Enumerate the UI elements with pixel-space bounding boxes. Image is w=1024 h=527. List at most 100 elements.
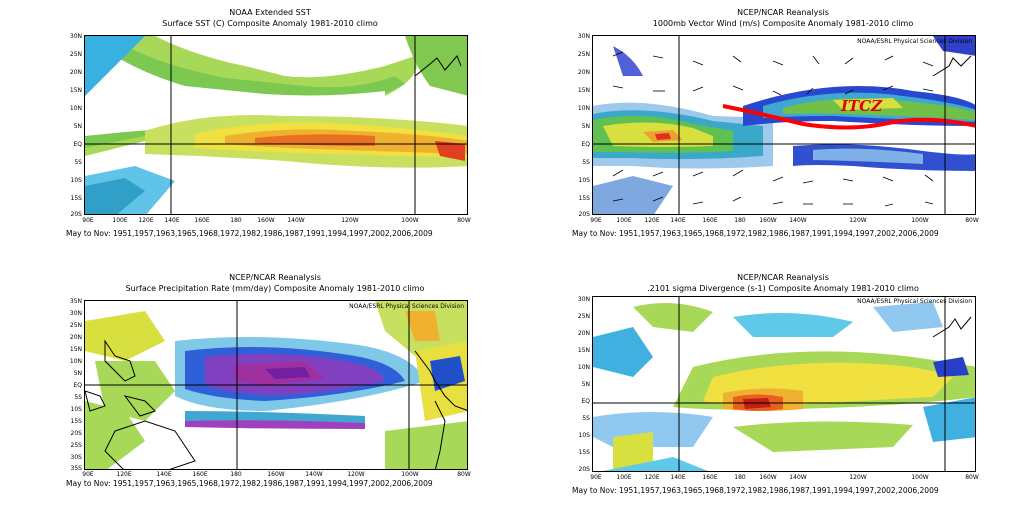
wind-panel: NCEP/NCAR Reanalysis 1000mb Vector Wind …: [568, 0, 998, 245]
y-tick: 30S: [70, 454, 82, 461]
x-tick: 100W: [401, 471, 419, 478]
y-tick: 30N: [577, 33, 590, 40]
x-tick: 160W: [759, 217, 777, 224]
panel-title-line1: NCEP/NCAR Reanalysis: [737, 273, 829, 282]
y-tick: 10S: [70, 406, 82, 413]
y-tick: 25N: [69, 51, 82, 58]
y-tick: 35N: [69, 298, 82, 305]
x-tick: 160W: [257, 217, 275, 224]
x-tick: 140E: [164, 217, 180, 224]
y-tick: 5S: [74, 394, 82, 401]
x-tick: 180: [230, 471, 242, 478]
x-tick: 140E: [156, 471, 172, 478]
x-tick: 180: [230, 217, 242, 224]
y-tick: 15N: [577, 87, 590, 94]
y-tick: 30N: [69, 33, 82, 40]
panel-title-line1: NCEP/NCAR Reanalysis: [229, 273, 321, 282]
x-tick: 120W: [341, 217, 359, 224]
y-tick: EQ: [73, 141, 82, 148]
panel-title-line2: .2101 sigma Divergence (s-1) Composite A…: [647, 284, 919, 293]
precip-panel: NCEP/NCAR Reanalysis Surface Precipitati…: [60, 266, 490, 527]
x-tick: 120E: [138, 217, 154, 224]
sst-panel: NOAA Extended SST Surface SST (C) Compos…: [60, 0, 480, 245]
y-tick: 25N: [69, 322, 82, 329]
sst-anomaly-map: [84, 35, 468, 215]
x-tick: 100W: [911, 217, 929, 224]
y-tick: 5S: [74, 159, 82, 166]
x-tick: 80W: [457, 471, 471, 478]
y-tick: 10S: [70, 177, 82, 184]
y-tick: 20N: [69, 334, 82, 341]
y-tick: 5S: [582, 415, 590, 422]
panel-title-line1: NCEP/NCAR Reanalysis: [737, 8, 829, 17]
x-tick: 80W: [965, 217, 979, 224]
panel-title-line2: Surface Precipitation Rate (mm/day) Comp…: [125, 284, 425, 293]
x-tick: 80W: [457, 217, 471, 224]
x-tick: 120E: [644, 474, 660, 481]
y-tick: 15S: [70, 418, 82, 425]
composite-years-footnote: May to Nov: 1951,1957,1963,1965,1968,197…: [572, 486, 939, 495]
x-tick: 100E: [616, 474, 632, 481]
y-tick: 20S: [70, 430, 82, 437]
wind-vectors: [612, 51, 934, 207]
y-tick: 20S: [578, 466, 590, 473]
wind-anomaly-map: ITCZ: [592, 35, 976, 215]
y-tick: 20S: [578, 211, 590, 218]
y-tick: 30N: [577, 296, 590, 303]
y-tick: 10S: [578, 432, 590, 439]
y-tick: 15S: [578, 449, 590, 456]
x-tick: 100W: [911, 474, 929, 481]
y-tick: 5N: [581, 123, 590, 130]
y-tick: 35S: [70, 465, 82, 472]
y-tick: 30N: [69, 310, 82, 317]
panel-title-line1: NOAA Extended SST: [229, 8, 311, 17]
itcz-label: ITCZ: [841, 97, 883, 115]
composite-years-footnote: May to Nov: 1951,1957,1963,1965,1968,197…: [66, 229, 433, 238]
x-tick: 120W: [849, 474, 867, 481]
x-tick: 90E: [82, 217, 94, 224]
credit-text: NOAA/ESRL Physical Sciences Division: [857, 38, 972, 45]
y-tick: 25N: [577, 313, 590, 320]
x-tick: 140W: [789, 217, 807, 224]
y-tick: 10N: [577, 105, 590, 112]
y-tick: 15S: [70, 195, 82, 202]
panel-title-line2: Surface SST (C) Composite Anomaly 1981-2…: [162, 19, 378, 28]
x-tick: 160W: [267, 471, 285, 478]
y-tick: 5N: [73, 123, 82, 130]
x-tick: 100E: [616, 217, 632, 224]
credit-text: NOAA/ESRL Physical Sciences Division: [349, 303, 464, 310]
x-tick: 120E: [644, 217, 660, 224]
composite-years-footnote: May to Nov: 1951,1957,1963,1965,1968,197…: [66, 479, 433, 488]
x-tick: 140E: [670, 217, 686, 224]
composite-years-footnote: May to Nov: 1951,1957,1963,1965,1968,197…: [572, 229, 939, 238]
y-tick: 25S: [70, 442, 82, 449]
x-tick: 140W: [287, 217, 305, 224]
y-tick: 20S: [70, 211, 82, 218]
x-tick: 160E: [194, 217, 210, 224]
divergence-anomaly-map: [592, 296, 976, 472]
x-tick: 120E: [116, 471, 132, 478]
y-tick: 5N: [73, 370, 82, 377]
y-tick: 15S: [578, 195, 590, 202]
x-tick: 90E: [82, 471, 94, 478]
credit-text: NOAA/ESRL Physical Sciences Division: [857, 298, 972, 305]
y-tick: 20N: [577, 330, 590, 337]
y-tick: 15N: [69, 346, 82, 353]
x-tick: 120W: [347, 471, 365, 478]
y-tick: 5S: [582, 159, 590, 166]
y-tick: 15N: [577, 347, 590, 354]
y-tick: 15N: [69, 87, 82, 94]
y-tick: EQ: [581, 141, 590, 148]
x-tick: 180: [734, 217, 746, 224]
y-tick: 20N: [577, 69, 590, 76]
y-tick: 10N: [577, 364, 590, 371]
y-tick: EQ: [581, 398, 590, 405]
y-tick: EQ: [73, 382, 82, 389]
precip-anomaly-map: [84, 300, 468, 470]
x-tick: 160E: [702, 217, 718, 224]
x-tick: 160E: [702, 474, 718, 481]
x-tick: 140W: [789, 474, 807, 481]
x-tick: 160E: [192, 471, 208, 478]
divergence-panel: NCEP/NCAR Reanalysis .2101 sigma Diverge…: [568, 266, 998, 527]
y-tick: 20N: [69, 69, 82, 76]
